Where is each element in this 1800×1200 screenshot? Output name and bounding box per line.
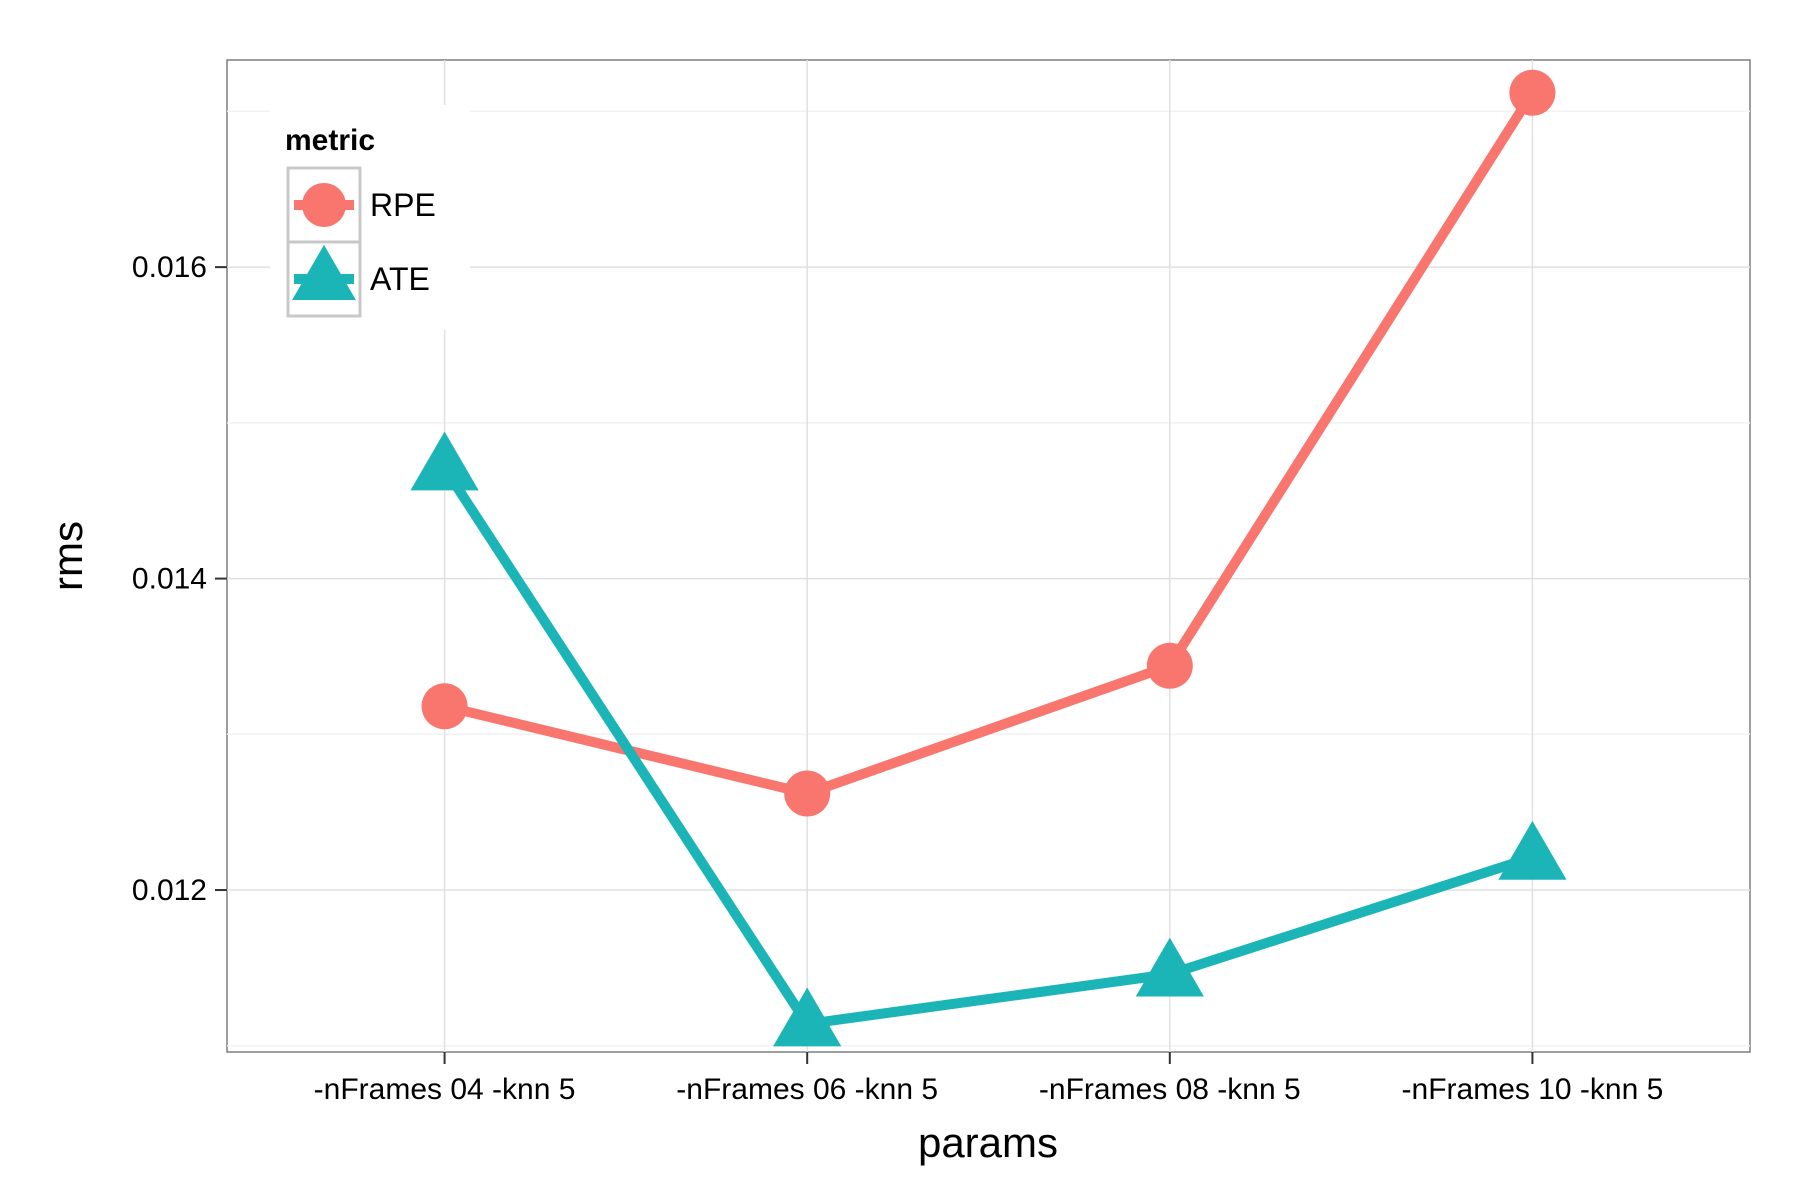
legend-title: metric — [285, 124, 375, 157]
y-axis-title: rms — [44, 521, 91, 591]
x-tick-label: -nFrames 04 -knn 5 — [314, 1073, 576, 1106]
x-axis-title: params — [918, 1119, 1058, 1166]
y-tick-label: 0.014 — [132, 563, 207, 596]
legend: metric RPE ATE — [270, 105, 470, 330]
data-point-rpe — [422, 683, 468, 729]
y-axis: 0.012 0.014 0.016 — [132, 251, 227, 907]
y-tick-label: 0.016 — [132, 251, 207, 284]
x-axis: -nFrames 04 -knn 5 -nFrames 06 -knn 5 -nFr… — [314, 1052, 1664, 1106]
y-tick-label: 0.012 — [132, 874, 207, 907]
x-tick-label: -nFrames 10 -knn 5 — [1402, 1073, 1664, 1106]
data-point-rpe — [1509, 70, 1555, 116]
data-point-rpe — [784, 770, 830, 816]
legend-label-ate: ATE — [370, 261, 430, 297]
legend-label-rpe: RPE — [370, 187, 436, 223]
x-tick-label: -nFrames 06 -knn 5 — [676, 1073, 938, 1106]
legend-key-marker-rpe — [302, 183, 346, 227]
data-point-rpe — [1147, 643, 1193, 689]
x-tick-label: -nFrames 08 -knn 5 — [1039, 1073, 1301, 1106]
